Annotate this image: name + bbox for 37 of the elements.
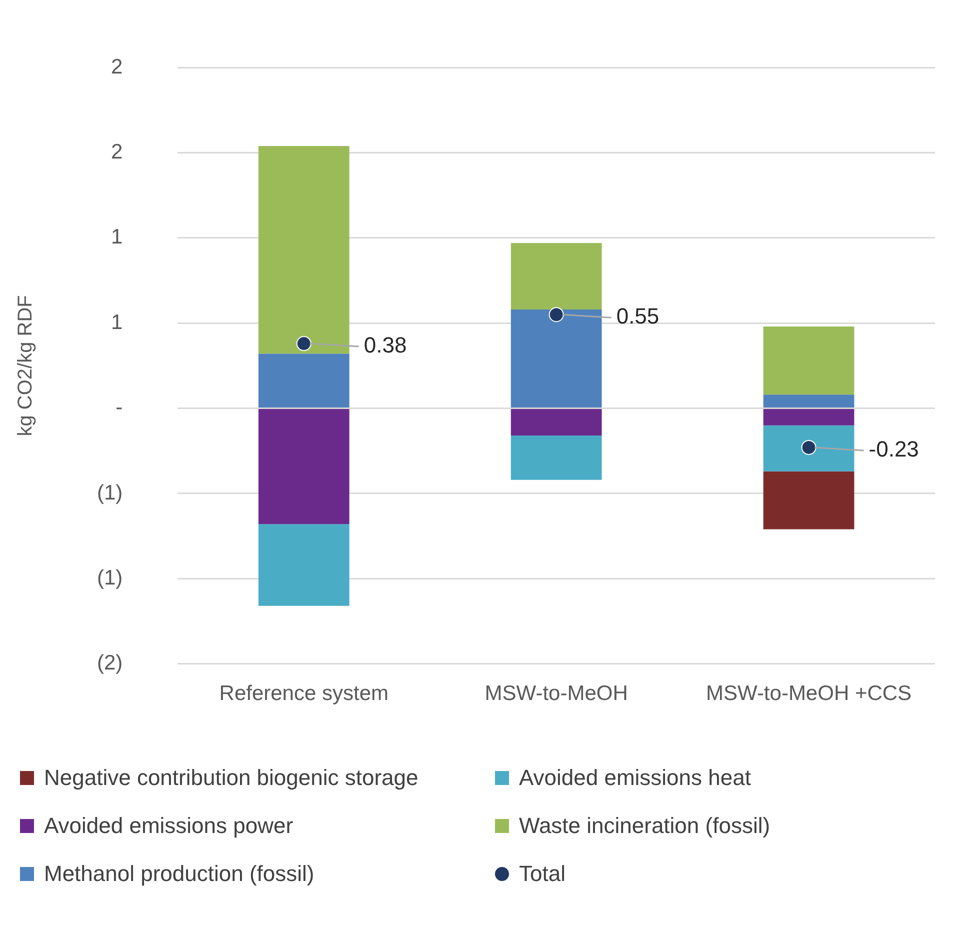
- legend-label: Total: [519, 861, 566, 887]
- point: [296, 336, 312, 352]
- legend-label: Avoided emissions heat: [519, 765, 751, 791]
- bar: [258, 354, 350, 408]
- legend-label: Avoided emissions power: [44, 813, 294, 839]
- y-tick-label: (2): [96, 652, 123, 675]
- x-tick-label: MSW-to-MeOH: [484, 682, 628, 706]
- y-tick-label: (1): [96, 566, 123, 590]
- bar: [510, 436, 602, 480]
- point: [548, 307, 564, 322]
- bar: [510, 243, 602, 310]
- y-tick-label: 2: [110, 55, 123, 78]
- bar: [258, 409, 350, 524]
- bar: [763, 409, 854, 426]
- x-tick-label: MSW-to-MeOH +CCS: [706, 682, 912, 706]
- legend-label: Waste incineration (fossil): [519, 813, 770, 839]
- bar: [258, 146, 350, 354]
- bar: [763, 394, 854, 408]
- data-label: 0.38: [364, 332, 407, 358]
- data-label: -0.23: [868, 436, 919, 462]
- y-tick-label: 1: [110, 226, 123, 249]
- y-tick-label: (1): [96, 481, 123, 504]
- bar: [763, 471, 854, 530]
- y-tick-label: 2: [110, 140, 123, 164]
- bar: [258, 524, 350, 606]
- y-tick-label: -: [116, 396, 123, 420]
- y-tick-label: 1: [110, 310, 123, 334]
- data-label: 0.55: [616, 304, 660, 329]
- legend-label: Negative contribution biogenic storage: [44, 765, 418, 791]
- point: [801, 440, 816, 455]
- bar: [763, 425, 854, 472]
- bar: [510, 409, 602, 436]
- x-tick-label: Reference system: [219, 682, 389, 706]
- bar: [510, 309, 602, 408]
- bar: [763, 326, 854, 395]
- y-axis-title: kg CO2/kg RDF: [14, 295, 37, 436]
- legend-label: Methanol production (fossil): [44, 861, 314, 887]
